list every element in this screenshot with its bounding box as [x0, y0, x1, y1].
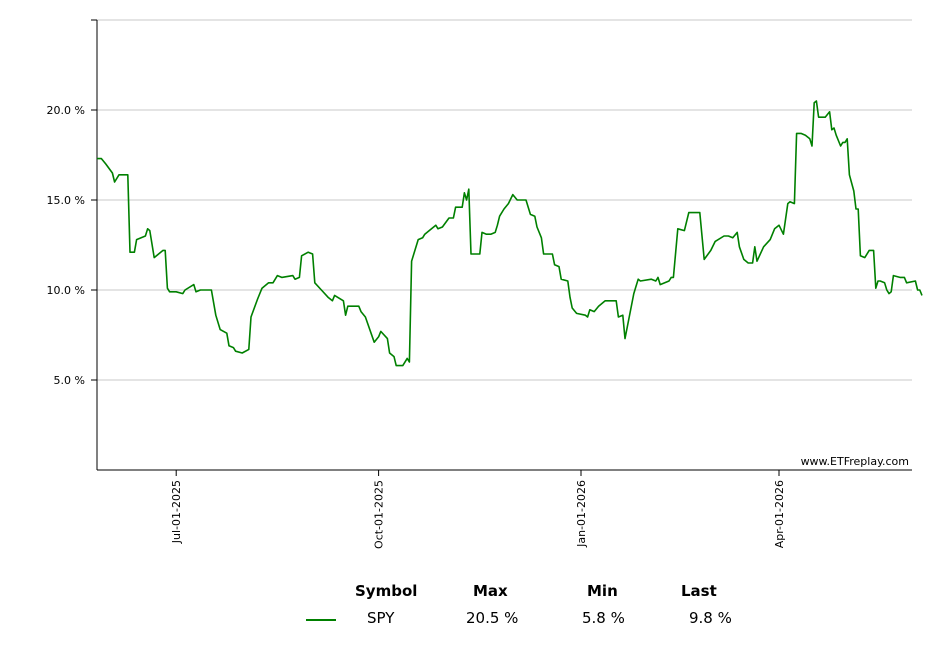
y-tick-label: 5.0 % [54, 374, 85, 387]
x-tick-label: Jul-01-2025 [170, 480, 183, 544]
legend-min-spy: 5.8 % [582, 609, 625, 627]
legend-header-symbol: Symbol [355, 582, 418, 600]
x-tick-label: Oct-01-2025 [373, 480, 386, 549]
y-tick-label: 15.0 % [47, 194, 85, 207]
y-axis-ticks: 5.0 % 10.0 % 15.0 % 20.0 % [47, 19, 97, 387]
legend-header-max: Max [473, 582, 508, 600]
legend-table: Symbol Max Min Last SPY 20.5 % 5.8 % 9.8… [300, 582, 760, 632]
series-group [97, 100, 923, 367]
legend-header-last: Last [681, 582, 717, 600]
x-tick-label: Jan-01-2026 [575, 480, 588, 548]
legend-symbol-spy: SPY [367, 609, 395, 627]
legend-max-spy: 20.5 % [466, 609, 519, 627]
chart-area: 5.0 % 10.0 % 15.0 % 20.0 % Jul-01-2025 Oct-0… [47, 19, 923, 549]
legend-swatch-spy [306, 619, 336, 621]
x-axis-ticks: Jul-01-2025 Oct-01-2025 Jan-01-2026 Apr-01-… [170, 470, 786, 549]
legend-last-spy: 9.8 % [689, 609, 732, 627]
y-tick-label: 20.0 % [47, 104, 85, 117]
watermark-text: www.ETFreplay.com [801, 455, 909, 468]
gridlines [97, 19, 912, 381]
series-line-spy [97, 100, 923, 367]
x-tick-label: Apr-01-2026 [773, 480, 786, 548]
legend-header-min: Min [587, 582, 618, 600]
y-tick-label: 10.0 % [47, 284, 85, 297]
